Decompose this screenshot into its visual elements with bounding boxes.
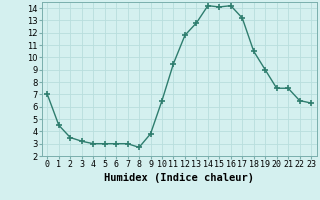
X-axis label: Humidex (Indice chaleur): Humidex (Indice chaleur) xyxy=(104,173,254,183)
